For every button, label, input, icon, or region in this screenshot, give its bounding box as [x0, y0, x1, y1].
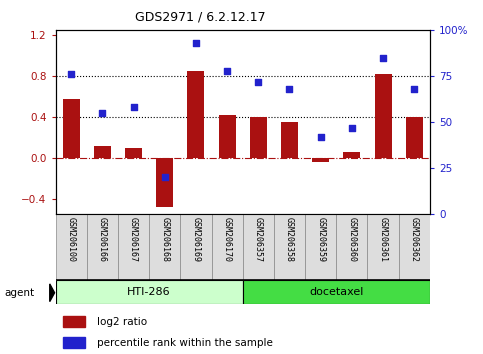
Bar — [63, 316, 85, 327]
Bar — [343, 152, 360, 158]
Point — [223, 68, 231, 73]
Text: GSM206358: GSM206358 — [285, 217, 294, 262]
Bar — [56, 214, 87, 280]
Text: GSM206169: GSM206169 — [191, 217, 200, 262]
Text: GSM206166: GSM206166 — [98, 217, 107, 262]
Text: percentile rank within the sample: percentile rank within the sample — [97, 338, 272, 348]
Point — [67, 72, 75, 77]
Point — [285, 86, 293, 92]
Bar — [187, 71, 204, 158]
Bar — [281, 122, 298, 158]
Bar — [118, 214, 149, 280]
Bar — [56, 280, 242, 304]
Point — [161, 175, 169, 180]
Text: agent: agent — [5, 288, 35, 298]
Bar — [125, 148, 142, 158]
Point — [411, 86, 418, 92]
Text: GSM206168: GSM206168 — [160, 217, 169, 262]
Bar — [336, 214, 368, 280]
Point — [255, 79, 262, 85]
Point — [129, 104, 137, 110]
Bar — [305, 214, 336, 280]
Bar — [87, 214, 118, 280]
Bar — [94, 145, 111, 158]
Bar — [374, 74, 392, 158]
Bar — [218, 115, 236, 158]
Text: HTI-286: HTI-286 — [128, 287, 171, 297]
Point — [192, 40, 200, 46]
Bar — [274, 214, 305, 280]
Point — [348, 125, 356, 131]
Text: GSM206362: GSM206362 — [410, 217, 419, 262]
Point — [379, 55, 387, 61]
Bar — [398, 214, 430, 280]
Point — [99, 110, 106, 116]
Text: GSM206361: GSM206361 — [379, 217, 387, 262]
Bar — [368, 214, 398, 280]
Bar — [156, 158, 173, 207]
Text: GSM206357: GSM206357 — [254, 217, 263, 262]
Bar — [406, 117, 423, 158]
Bar — [242, 280, 430, 304]
Bar — [250, 117, 267, 158]
Text: docetaxel: docetaxel — [309, 287, 364, 297]
Text: GSM206100: GSM206100 — [67, 217, 76, 262]
Bar — [180, 214, 212, 280]
Text: GSM206170: GSM206170 — [223, 217, 232, 262]
Text: GDS2971 / 6.2.12.17: GDS2971 / 6.2.12.17 — [135, 11, 266, 24]
Bar — [149, 214, 180, 280]
Bar — [312, 158, 329, 162]
Bar — [63, 337, 85, 348]
Text: log2 ratio: log2 ratio — [97, 316, 147, 326]
Text: GSM206167: GSM206167 — [129, 217, 138, 262]
Bar — [63, 99, 80, 158]
Bar — [212, 214, 242, 280]
Point — [317, 134, 325, 140]
Text: GSM206360: GSM206360 — [347, 217, 356, 262]
Text: GSM206359: GSM206359 — [316, 217, 325, 262]
Bar — [242, 214, 274, 280]
